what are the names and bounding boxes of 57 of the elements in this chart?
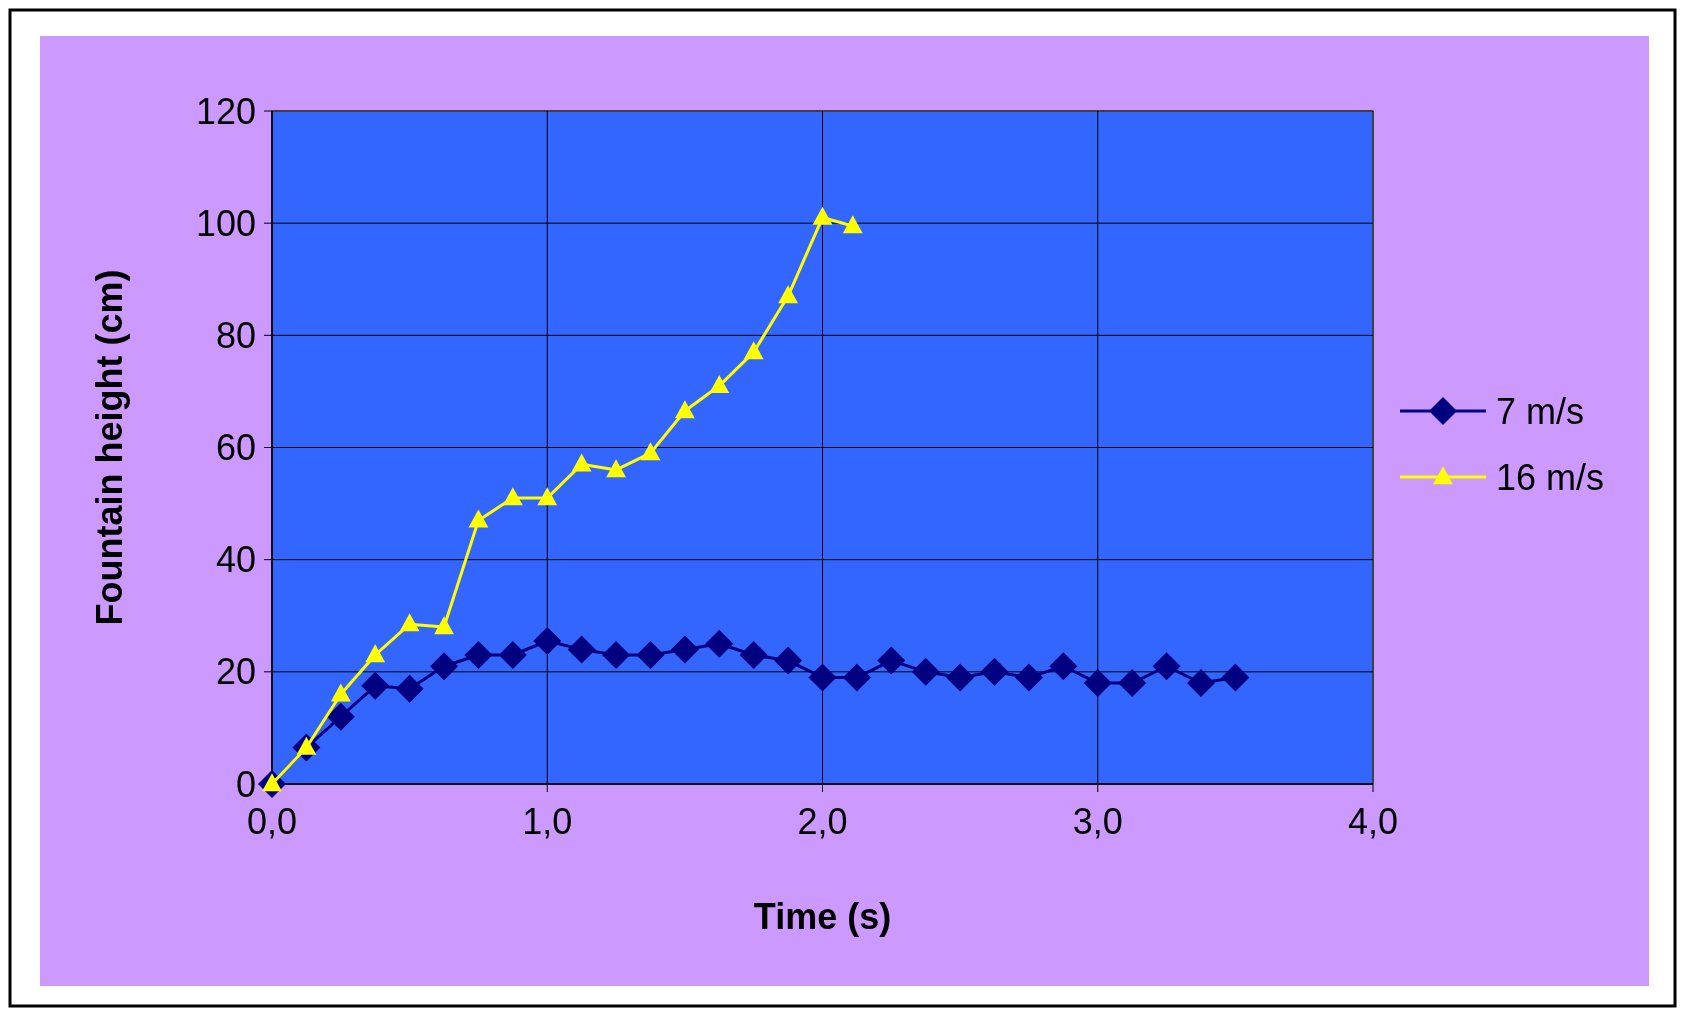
- point: [1049, 652, 1078, 681]
- point: [812, 206, 833, 225]
- point: [1014, 663, 1043, 692]
- point: [602, 641, 631, 670]
- x-tick-label: 3,0: [1072, 801, 1123, 842]
- y-axis-title: Fountain height (cm): [89, 269, 130, 626]
- x-axis-title: Time (s): [753, 896, 892, 937]
- point: [774, 646, 803, 675]
- point: [877, 646, 906, 675]
- point: [1083, 669, 1112, 698]
- point: [705, 629, 734, 658]
- point: [808, 663, 837, 692]
- point: [1152, 652, 1181, 681]
- point: [326, 702, 355, 731]
- x-tick-label: 1,0: [522, 801, 573, 842]
- point: [842, 215, 863, 234]
- point: [1186, 669, 1215, 698]
- point: [911, 657, 940, 686]
- x-tick-label: 2,0: [797, 801, 848, 842]
- point: [842, 663, 871, 692]
- point: [980, 657, 1009, 686]
- legend-label: 16 m/s: [1496, 456, 1605, 498]
- point: [434, 616, 454, 635]
- point: [743, 341, 764, 360]
- point: [636, 641, 665, 670]
- point: [498, 641, 527, 670]
- point: [365, 644, 386, 663]
- point: [1118, 669, 1147, 698]
- point: [330, 683, 351, 702]
- y-tick-label: 60: [215, 427, 256, 469]
- y-tick-label: 40: [215, 539, 256, 581]
- point: [395, 674, 424, 703]
- point: [468, 509, 489, 528]
- point: [946, 663, 975, 692]
- point: [674, 400, 695, 419]
- point: [533, 626, 562, 655]
- point: [709, 375, 730, 394]
- point: [537, 487, 558, 506]
- point: [778, 285, 798, 304]
- y-tick-label: 80: [215, 314, 256, 356]
- legend-label: 7 m/s: [1496, 390, 1585, 432]
- point: [567, 635, 596, 664]
- point: [399, 613, 420, 632]
- point: [571, 453, 592, 472]
- point: [606, 459, 626, 478]
- point: [670, 635, 699, 664]
- point: [502, 487, 523, 506]
- point: [430, 652, 459, 681]
- y-tick-label: 20: [215, 651, 256, 693]
- point: [739, 641, 768, 670]
- point: [1221, 663, 1250, 692]
- point: [361, 671, 390, 700]
- y-tick-label: 120: [195, 90, 256, 132]
- point: [464, 641, 493, 670]
- y-tick-label: 100: [195, 202, 256, 244]
- point: [640, 442, 661, 461]
- x-tick-label: 4,0: [1347, 801, 1399, 842]
